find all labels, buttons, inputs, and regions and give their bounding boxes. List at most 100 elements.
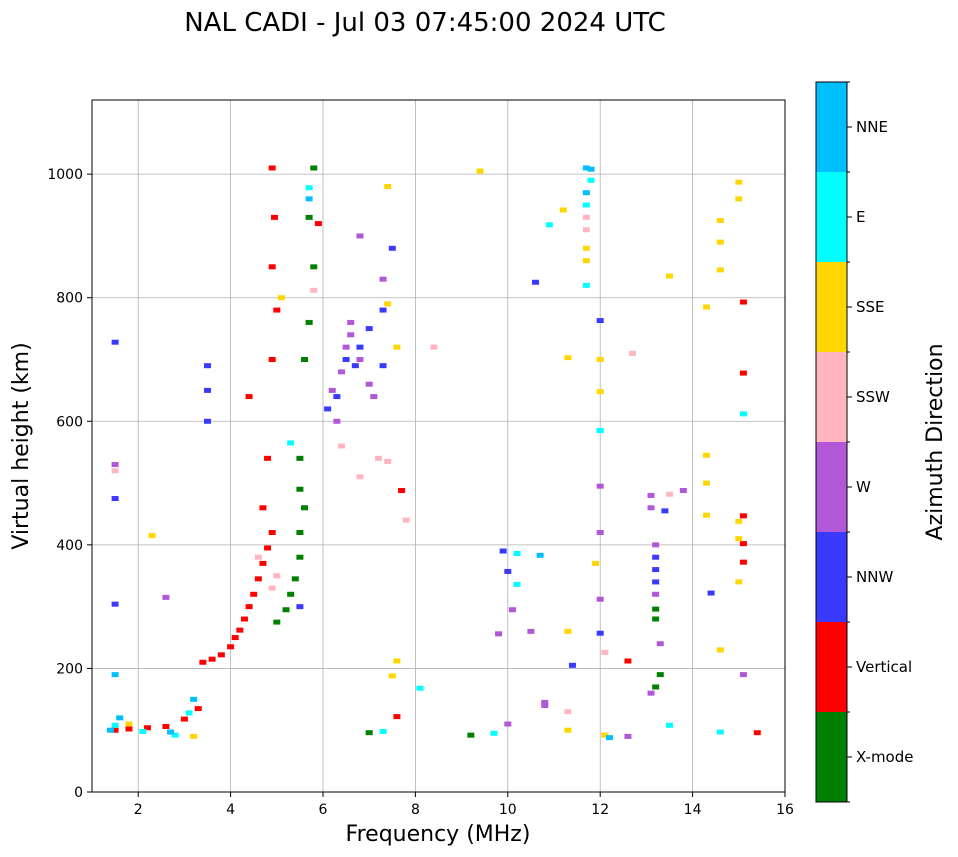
echo-point [356,344,364,350]
echo-point [735,579,743,585]
echo-point [296,604,304,610]
x-tick-label: 14 [684,802,702,818]
trace-w [111,233,747,739]
echo-point [652,616,660,622]
colorbar-segment [816,82,847,172]
echo-point [656,641,664,647]
echo-point [180,716,188,722]
echo-point [259,560,267,566]
echo-point [541,699,549,705]
echo-point [596,357,604,362]
echo-point [333,394,341,400]
colorbar-segment [816,352,847,442]
echo-point [596,318,604,324]
echo-point [666,491,673,497]
echo-point [702,452,710,458]
echo-point [384,301,392,307]
y-tick-label: 400 [56,538,83,554]
echo-point [143,725,151,731]
echo-point [666,273,673,279]
echo-point [277,295,285,301]
echo-point [753,730,761,736]
echo-point [582,214,590,220]
echo-point [190,733,198,739]
echo-point [217,652,225,658]
echo-point [111,672,119,678]
echo-point [296,530,304,535]
echo-point [351,363,359,369]
echo-point [652,554,660,560]
echo-point [393,658,401,664]
colorbar-segment [816,532,847,622]
echo-point [310,287,318,293]
echo-point [629,350,637,356]
echo-point [739,559,747,565]
echo-point [111,727,119,733]
echo-point [605,735,613,741]
echo-point [347,319,355,325]
echo-point [268,357,276,362]
colorbar-segment [816,712,847,802]
echo-point [402,517,410,523]
echo-point [476,168,484,174]
echo-point [564,727,572,733]
trace-x-mode [273,165,664,738]
trace-vertical [111,165,761,736]
echo-point [305,319,313,325]
echo-point [601,732,609,738]
echo-point [582,202,590,208]
echo-point [379,307,387,313]
x-tick-label: 12 [591,802,609,818]
echo-point [735,179,743,185]
echo-point [596,428,604,434]
echo-point [296,486,304,492]
echo-point [647,690,655,696]
echo-point [291,576,299,582]
echo-point [568,662,576,668]
echo-point [273,573,281,579]
echo-point [735,196,743,202]
echo-point [301,357,309,362]
echo-point [647,505,655,511]
echo-point [273,619,281,625]
echo-point [379,728,387,734]
echo-point [324,406,332,412]
colorbar-segment [816,622,847,712]
echo-point [337,369,345,375]
echo-point [430,344,438,350]
echo-point [532,279,540,285]
echo-point [679,487,687,493]
echo-point [310,165,318,171]
echo-point [273,307,281,313]
x-tick-label: 2 [134,802,143,818]
echo-point [190,696,198,702]
echo-point [716,729,724,735]
colorbar-tick-label: NNW [856,568,893,586]
echo-point [264,545,272,551]
echo-point [702,512,710,518]
y-tick-label: 1000 [47,167,83,183]
echo-point [268,165,276,171]
echo-point [596,596,604,602]
echo-point [185,710,193,716]
echo-point [314,221,322,227]
colorbar-tick-label: X-mode [856,748,913,766]
echo-point [596,630,604,636]
colorbar-segment [816,442,847,532]
echo-point [111,496,119,502]
echo-point [504,568,512,574]
trace-ssw [111,214,673,715]
colorbar-tick-label: SSE [856,298,885,316]
colorbar-frame [815,81,848,803]
echo-point [342,357,350,362]
echo-point [582,245,590,251]
echo-point [245,604,253,610]
x-tick-label: 10 [499,802,517,818]
echo-point [208,656,216,662]
plot-frame [91,99,786,793]
echo-point [347,332,355,338]
echo-point [716,239,724,245]
y-tick-label: 600 [56,414,83,430]
echo-point [661,508,669,514]
echo-point [342,344,350,350]
